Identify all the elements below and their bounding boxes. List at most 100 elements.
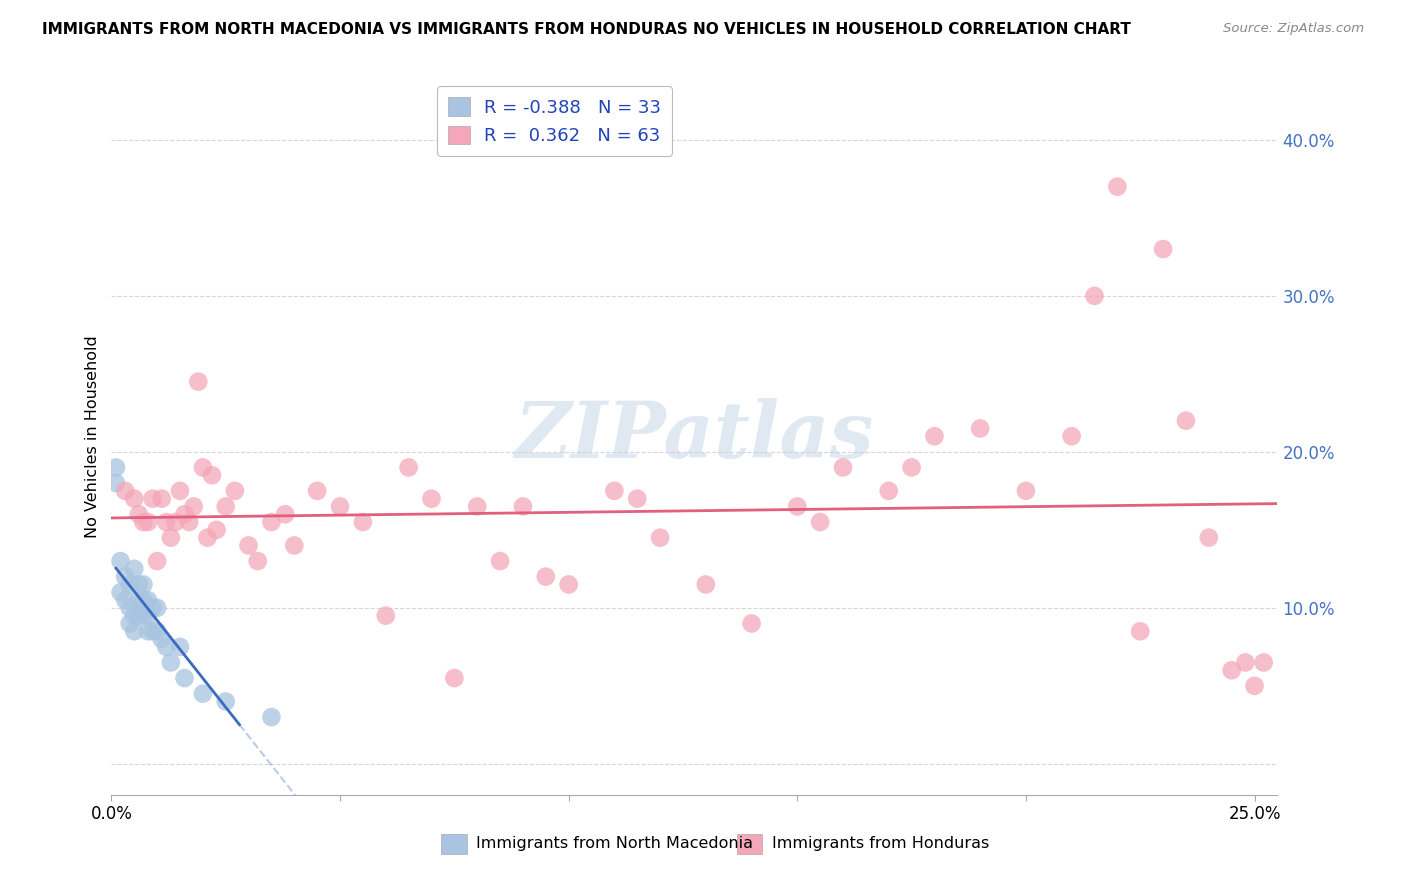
- Point: [443, 671, 465, 685]
- Point: [191, 687, 214, 701]
- Point: [283, 538, 305, 552]
- Point: [136, 624, 159, 639]
- Point: [104, 460, 127, 475]
- Point: [924, 429, 946, 443]
- Point: [132, 577, 155, 591]
- Text: Immigrants from North Macedonia: Immigrants from North Macedonia: [477, 837, 754, 852]
- Point: [224, 483, 246, 498]
- Point: [374, 608, 396, 623]
- Point: [169, 483, 191, 498]
- Text: ZIPatlas: ZIPatlas: [515, 398, 875, 475]
- Point: [808, 515, 831, 529]
- Point: [173, 508, 195, 522]
- Point: [1253, 656, 1275, 670]
- Point: [465, 500, 488, 514]
- Point: [114, 483, 136, 498]
- Point: [118, 616, 141, 631]
- Point: [534, 569, 557, 583]
- Point: [132, 608, 155, 623]
- Point: [110, 554, 132, 568]
- Point: [191, 460, 214, 475]
- Point: [104, 476, 127, 491]
- Point: [169, 640, 191, 654]
- Point: [512, 500, 534, 514]
- Point: [136, 515, 159, 529]
- Point: [557, 577, 579, 591]
- Point: [832, 460, 855, 475]
- Point: [146, 554, 169, 568]
- Legend: R = -0.388   N = 33, R =  0.362   N = 63: R = -0.388 N = 33, R = 0.362 N = 63: [437, 87, 672, 156]
- Point: [215, 500, 238, 514]
- Point: [205, 523, 228, 537]
- Point: [352, 515, 374, 529]
- Point: [260, 515, 283, 529]
- Point: [1243, 679, 1265, 693]
- Point: [398, 460, 420, 475]
- Point: [420, 491, 443, 506]
- Point: [128, 508, 150, 522]
- Point: [114, 569, 136, 583]
- Point: [132, 515, 155, 529]
- Point: [246, 554, 269, 568]
- Point: [146, 624, 169, 639]
- Point: [183, 500, 205, 514]
- Point: [165, 515, 187, 529]
- Point: [114, 593, 136, 607]
- Point: [260, 710, 283, 724]
- Point: [1198, 531, 1220, 545]
- Point: [1174, 414, 1197, 428]
- Point: [1015, 483, 1038, 498]
- Point: [1107, 179, 1129, 194]
- Point: [786, 500, 808, 514]
- Point: [124, 608, 146, 623]
- Point: [238, 538, 260, 552]
- Point: [118, 577, 141, 591]
- Point: [1234, 656, 1257, 670]
- Point: [110, 585, 132, 599]
- Point: [150, 491, 173, 506]
- Point: [160, 656, 183, 670]
- Point: [741, 616, 763, 631]
- Point: [626, 491, 648, 506]
- Point: [173, 671, 195, 685]
- Point: [1083, 289, 1105, 303]
- Point: [142, 491, 165, 506]
- Point: [142, 600, 165, 615]
- Point: [197, 531, 219, 545]
- Y-axis label: No Vehicles in Household: No Vehicles in Household: [86, 334, 100, 538]
- Point: [118, 600, 141, 615]
- Point: [215, 694, 238, 708]
- Point: [1152, 242, 1174, 256]
- Point: [179, 515, 201, 529]
- Point: [1129, 624, 1152, 639]
- Point: [128, 608, 150, 623]
- Point: [877, 483, 900, 498]
- Point: [307, 483, 329, 498]
- Point: [124, 491, 146, 506]
- Point: [160, 531, 183, 545]
- Point: [155, 515, 177, 529]
- Point: [329, 500, 352, 514]
- Point: [489, 554, 512, 568]
- Point: [1220, 663, 1243, 677]
- Point: [695, 577, 717, 591]
- Point: [201, 468, 224, 483]
- Point: [274, 508, 297, 522]
- Point: [136, 593, 159, 607]
- Point: [900, 460, 922, 475]
- Point: [146, 600, 169, 615]
- Point: [124, 624, 146, 639]
- Point: [648, 531, 671, 545]
- Point: [132, 593, 155, 607]
- Text: IMMIGRANTS FROM NORTH MACEDONIA VS IMMIGRANTS FROM HONDURAS NO VEHICLES IN HOUSE: IMMIGRANTS FROM NORTH MACEDONIA VS IMMIG…: [42, 22, 1130, 37]
- Point: [1060, 429, 1083, 443]
- Point: [124, 562, 146, 576]
- Point: [155, 640, 177, 654]
- Point: [136, 608, 159, 623]
- Point: [128, 593, 150, 607]
- Point: [128, 577, 150, 591]
- Point: [150, 632, 173, 646]
- Point: [603, 483, 626, 498]
- Point: [969, 421, 991, 435]
- Text: Source: ZipAtlas.com: Source: ZipAtlas.com: [1223, 22, 1364, 36]
